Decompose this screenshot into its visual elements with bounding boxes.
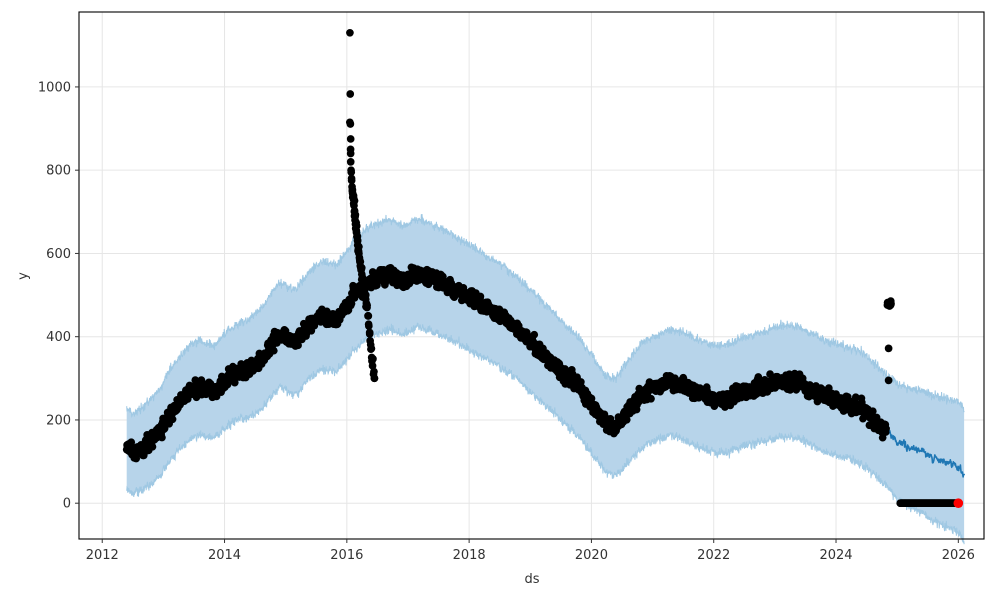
y-tick-label: 0 — [63, 497, 71, 512]
observed-point-spike — [346, 158, 355, 166]
observed-point-spike — [369, 355, 377, 363]
uncertainty-band-lower-edge — [126, 321, 965, 545]
observed-point-cluster — [887, 299, 895, 308]
observed-point-spike — [346, 28, 354, 37]
observed-point-isolated — [884, 376, 893, 385]
observed-point — [148, 442, 157, 451]
observed-point-isolated — [884, 344, 893, 353]
observed-point — [622, 415, 631, 424]
observed-point-spike — [352, 222, 361, 230]
observed-point-spike — [370, 374, 379, 383]
observed-point-spike — [347, 168, 356, 177]
observed-point — [882, 424, 890, 433]
x-tick-label: 2014 — [208, 548, 241, 563]
x-tick-label: 2016 — [330, 548, 363, 563]
observed-point — [851, 393, 860, 402]
x-tick-label: 2018 — [453, 548, 486, 563]
uncertainty-band — [126, 214, 965, 545]
observed-point-spike — [347, 176, 356, 185]
observed-point — [158, 433, 166, 442]
observed-point — [476, 292, 485, 301]
observed-point-spike — [364, 322, 373, 330]
observed-point-spike — [351, 211, 360, 219]
axes-spines — [78, 11, 985, 540]
observed-point — [294, 341, 302, 350]
observed-point — [530, 330, 539, 339]
x-axis-ticks: 2012 2014 2016 2018 2020 2022 2024 2026 — [86, 539, 975, 563]
y-axis-ticks: 0 200 400 600 800 1000 — [38, 80, 79, 512]
observed-point — [647, 394, 655, 403]
x-tick-label: 2024 — [819, 548, 852, 563]
observed-point-spike — [363, 301, 372, 310]
observed-point — [168, 415, 177, 424]
observed-point — [587, 394, 596, 403]
observed-point — [269, 346, 278, 355]
y-tick-label: 400 — [46, 330, 71, 345]
observed-point-spike — [368, 361, 377, 370]
observed-point — [230, 378, 239, 387]
plot-area-background — [79, 12, 984, 539]
observed-point-spike — [346, 120, 355, 128]
observed-point-spike — [355, 242, 363, 251]
y-tick-label: 1000 — [38, 80, 71, 95]
x-axis-label: ds — [524, 572, 539, 587]
y-axis-label: y — [16, 272, 31, 280]
observed-point-spike — [364, 312, 373, 320]
observed-point — [347, 299, 356, 308]
observed-point-spike — [346, 135, 355, 143]
observed-point-spike — [365, 330, 374, 338]
x-tick-label: 2012 — [86, 548, 119, 563]
y-tick-label: 600 — [46, 247, 71, 262]
highlight-point — [953, 498, 964, 509]
observed-point — [373, 281, 381, 290]
observed-point-spike — [370, 367, 378, 376]
observed-point-spike — [367, 344, 376, 353]
y-tick-label: 800 — [46, 164, 71, 179]
x-tick-label: 2026 — [942, 548, 975, 563]
observed-point-spike — [350, 196, 359, 205]
x-tick-label: 2022 — [697, 548, 730, 563]
highlight-marker — [953, 498, 964, 509]
observed-data-points — [122, 28, 963, 508]
uncertainty-band-upper-edge — [126, 213, 965, 418]
x-tick-label: 2020 — [575, 548, 608, 563]
observed-point — [868, 407, 877, 416]
y-tick-label: 200 — [46, 413, 71, 428]
observed-point-spike — [357, 264, 366, 272]
observed-point-spike — [346, 90, 355, 98]
observed-point-spike — [346, 149, 355, 158]
